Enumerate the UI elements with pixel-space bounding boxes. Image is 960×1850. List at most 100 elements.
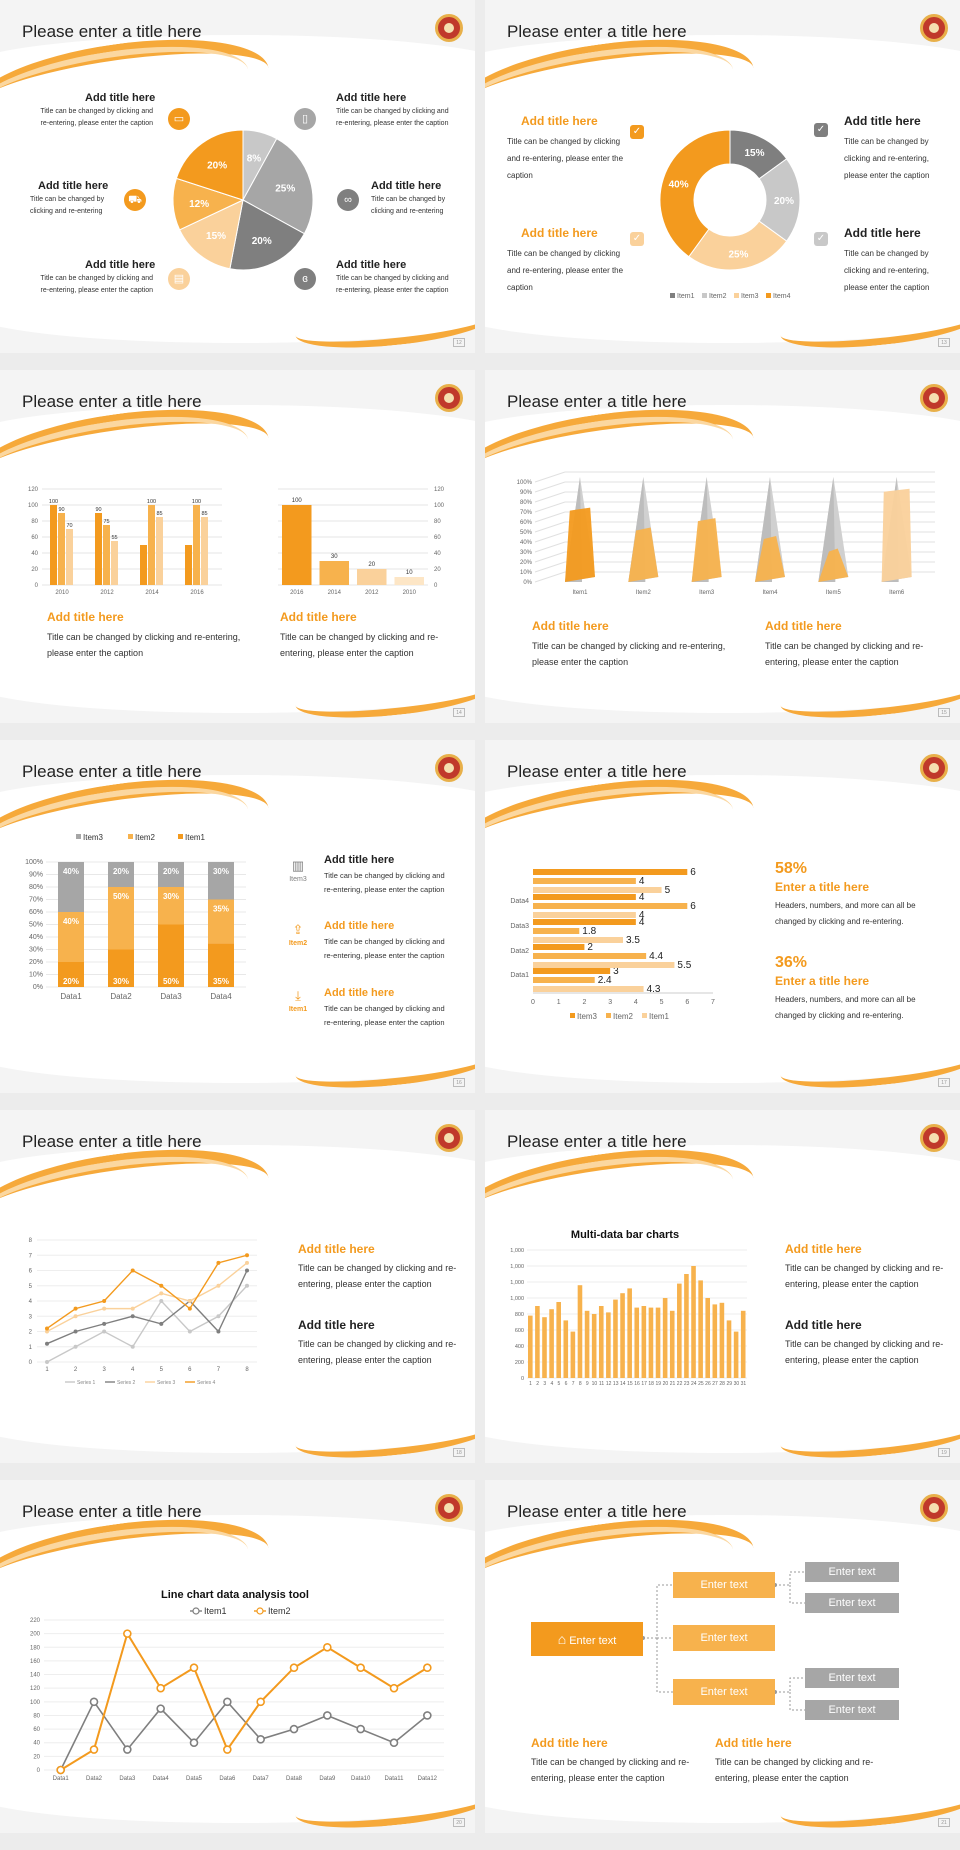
block-caption: Title can be changed by clicking and re-…	[298, 1263, 457, 1289]
pyramid-chart: 0% 10% 20% 30% 40% 50% 60% 70% 80% 90% 100% Item1 It…	[517, 471, 935, 596]
y-tick-label: Data2	[510, 948, 529, 955]
monitor-icon: ▭	[168, 108, 190, 130]
bar	[648, 1307, 654, 1378]
slide-18[interactable]: Please enter a title here 18 0 1 2 3 4 5 6 7 8 1 2…	[0, 1110, 475, 1463]
series-point	[356, 1724, 365, 1734]
x-tick-label: Data8	[286, 1776, 303, 1782]
mid-node[interactable]: Enter text	[673, 1572, 775, 1598]
legend-label: Item1	[185, 833, 206, 842]
y-tick-label: 400	[515, 1344, 524, 1350]
y-tick-label: 7	[29, 1253, 33, 1259]
slide-12[interactable]: Please enter a title here 12 Add title h…	[0, 0, 475, 353]
slide-16[interactable]: Please enter a title here 16 Item3 Item2 I…	[0, 740, 475, 1093]
x-tick-label: 1	[45, 1367, 49, 1373]
donut-label: 40%	[669, 179, 689, 190]
series-point	[187, 1329, 192, 1334]
x-tick-label: Data10	[351, 1776, 371, 1782]
series-point	[130, 1344, 135, 1349]
block-title: Add title here	[280, 610, 357, 624]
bar	[282, 505, 312, 585]
slide-15[interactable]: Please enter a title here 15 0% 10% 20% 30%…	[485, 370, 960, 723]
gridline	[534, 541, 566, 553]
slide-20[interactable]: Please enter a title here 20 Line chart …	[0, 1480, 475, 1833]
check-icon: ✓	[814, 123, 828, 137]
y-tick-label: 10%	[520, 570, 533, 576]
gridline	[534, 521, 566, 533]
item-title: Add title here	[324, 920, 395, 932]
bar-label: 100	[49, 499, 58, 505]
slide-21[interactable]: Please enter a title here 21 ⌂ Enter tex…	[485, 1480, 960, 1833]
series-point	[216, 1314, 221, 1319]
x-tick-label: 17	[641, 1381, 647, 1387]
x-tick-label: 2014	[328, 590, 342, 596]
bar	[570, 1331, 576, 1378]
y-tick-label: 5	[29, 1284, 33, 1290]
y-tick-label: 20%	[29, 959, 43, 966]
x-tick-label: Data3	[160, 992, 182, 1001]
x-tick-label: 2016	[290, 590, 304, 596]
y-tick-label: 40%	[29, 934, 43, 941]
check-icon: ✓	[630, 125, 644, 139]
leaf-node[interactable]: Enter text	[805, 1593, 899, 1613]
slide-14[interactable]: Please enter a title here 14 0 20 40 60 80 10…	[0, 370, 475, 723]
binoculars-icon: ∞	[337, 189, 359, 211]
slide-17[interactable]: Please enter a title here 17 3 2.4 4.3 2 4.4…	[485, 740, 960, 1093]
item-caption: Title can be changed by clicking and re-…	[324, 937, 445, 960]
series-point	[187, 1299, 192, 1303]
university-logo	[435, 754, 463, 782]
hbar	[533, 968, 611, 974]
bar	[591, 1314, 597, 1378]
hbar	[533, 894, 636, 900]
hbar-label: 4.4	[649, 951, 663, 962]
x-tick-label: 13	[613, 1381, 619, 1387]
pie-slice	[175, 129, 244, 201]
item-title: Add title here	[85, 259, 156, 271]
bar	[655, 1307, 661, 1378]
x-tick-label: 15	[627, 1381, 633, 1387]
series-point	[323, 1711, 332, 1720]
x-tick-label: 9	[586, 1381, 589, 1387]
series-point	[102, 1329, 107, 1334]
series-point	[123, 1745, 132, 1754]
x-tick-label: 23	[684, 1381, 690, 1387]
bar	[598, 1306, 604, 1378]
slide-13[interactable]: Please enter a title here 13 Add title h…	[485, 0, 960, 353]
legend-swatch	[570, 1013, 575, 1018]
leaf-node[interactable]: Enter text	[805, 1700, 899, 1720]
block-title: Add title here	[785, 1318, 862, 1332]
mid-node[interactable]: Enter text	[673, 1679, 775, 1705]
leaf-node[interactable]: Enter text	[805, 1668, 899, 1688]
leaf-node[interactable]: Enter text	[805, 1562, 899, 1582]
university-logo	[920, 754, 948, 782]
mid-node[interactable]: Enter text	[673, 1625, 775, 1651]
series-point	[323, 1642, 332, 1652]
series-point	[245, 1253, 249, 1258]
bar	[66, 529, 73, 585]
y-tick-label: 0%	[523, 580, 532, 586]
y-tick-label: 6	[29, 1269, 33, 1275]
hbar	[533, 869, 688, 875]
y-tick-label: 0	[35, 583, 39, 589]
item-title: Add title here	[844, 226, 921, 240]
slide-19[interactable]: Please enter a title here 19 Multi-data …	[485, 1110, 960, 1463]
stacked-bar-chart: Item3 Item2 Item1 0% 10% 20% 30% 40% 50% 60% 70% 80…	[25, 833, 246, 1001]
x-tick-label: 11	[599, 1381, 604, 1387]
bar	[627, 1288, 632, 1378]
bar	[542, 1317, 547, 1378]
bar-segment	[58, 962, 84, 987]
series-point	[216, 1283, 221, 1288]
y-tick-label: 1,000	[510, 1280, 524, 1286]
bar	[733, 1331, 739, 1378]
x-tick-label: 26	[705, 1381, 711, 1387]
block-title: Add title here	[531, 1736, 608, 1750]
x-tick-label: 6	[685, 999, 689, 1006]
x-tick-label: 4	[634, 999, 638, 1006]
y-tick-label: 0	[37, 1768, 41, 1774]
block-title: Add title here	[298, 1242, 375, 1256]
x-tick-label: Data1	[60, 992, 82, 1001]
legend-label: Series 3	[157, 1380, 176, 1386]
hbar	[533, 919, 636, 925]
root-node[interactable]: ⌂ Enter text	[531, 1622, 643, 1656]
x-tick-label: 19	[656, 1381, 662, 1387]
x-tick-label: Data4	[210, 992, 232, 1001]
